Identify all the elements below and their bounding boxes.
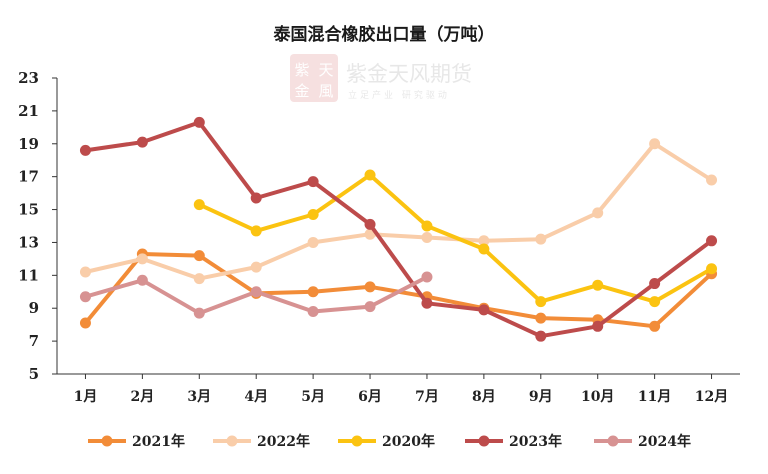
legend-swatch-marker — [351, 435, 363, 447]
data-point — [649, 278, 661, 290]
data-point — [136, 136, 148, 148]
data-point — [364, 218, 376, 230]
data-point — [592, 320, 604, 332]
y-tick-label: 13 — [18, 233, 39, 251]
series-2020年 — [193, 169, 718, 308]
legend-label: 2023年 — [509, 433, 562, 450]
legend-swatch-marker — [101, 435, 113, 447]
series-layer — [79, 116, 718, 342]
watermark-logo-char-3: 金 — [294, 82, 309, 100]
data-point — [535, 330, 547, 342]
data-point — [592, 207, 604, 219]
data-point — [421, 297, 433, 309]
series-line — [83, 120, 714, 339]
y-tick-label: 23 — [18, 69, 39, 87]
data-point — [649, 138, 661, 150]
data-point — [307, 306, 319, 318]
y-tick-label: 17 — [18, 168, 39, 186]
watermark-logo-char-2: 天 — [318, 61, 333, 79]
data-point — [250, 286, 262, 298]
data-point — [307, 176, 319, 188]
y-tick-label: 19 — [18, 135, 39, 153]
data-point — [535, 233, 547, 245]
data-point — [79, 266, 91, 278]
y-tick-label: 21 — [18, 102, 39, 120]
series-line — [83, 141, 714, 281]
data-point — [250, 261, 262, 273]
data-point — [364, 281, 376, 293]
watermark-logo-char-1: 紫 — [294, 61, 309, 79]
y-tick-label: 11 — [18, 266, 39, 284]
data-point — [706, 174, 718, 186]
data-point — [421, 220, 433, 232]
data-point — [478, 304, 490, 316]
data-point — [478, 235, 490, 247]
watermark-logo-box — [290, 54, 338, 102]
series-2024年 — [79, 271, 433, 319]
x-tick-label: 7月 — [415, 389, 439, 405]
legend-label: 2021年 — [132, 433, 185, 450]
legend-label: 2020年 — [382, 433, 435, 450]
data-point — [421, 232, 433, 244]
x-tick-label: 2月 — [131, 389, 155, 405]
data-point — [706, 263, 718, 275]
y-tick-label: 7 — [29, 332, 39, 350]
data-point — [649, 320, 661, 332]
data-point — [79, 291, 91, 303]
data-point — [193, 307, 205, 319]
legend-swatch-marker — [226, 435, 238, 447]
data-point — [193, 199, 205, 211]
x-tick-label: 1月 — [74, 389, 98, 405]
data-point — [136, 253, 148, 265]
series-line — [197, 173, 714, 304]
x-tick-label: 6月 — [358, 389, 382, 405]
x-tick-label: 3月 — [187, 389, 211, 405]
x-tick-label: 10月 — [581, 389, 614, 405]
legend-swatch-marker — [607, 435, 619, 447]
data-point — [535, 312, 547, 324]
series-2023年 — [79, 116, 718, 342]
x-tick-label: 5月 — [301, 389, 325, 405]
data-point — [592, 279, 604, 291]
x-tick-label: 4月 — [244, 389, 268, 405]
data-point — [193, 116, 205, 128]
y-tick-label: 15 — [18, 201, 39, 219]
data-point — [421, 271, 433, 283]
x-tick-label: 8月 — [472, 389, 496, 405]
data-point — [307, 208, 319, 220]
data-point — [193, 250, 205, 262]
y-tick-label: 5 — [29, 365, 39, 383]
data-point — [706, 235, 718, 247]
x-tick-label: 11月 — [638, 389, 671, 405]
y-tick-label: 9 — [29, 299, 39, 317]
watermark-brand: 紫金天风期货 — [346, 62, 472, 86]
legend: 2021年 2022年 2020年 2023年 2024年 — [88, 433, 691, 450]
legend-swatch-marker — [478, 435, 490, 447]
series-2022年 — [79, 138, 718, 285]
data-point — [364, 301, 376, 313]
data-point — [193, 273, 205, 285]
data-point — [364, 169, 376, 181]
x-tick-label: 12月 — [695, 389, 728, 405]
x-tick-label: 9月 — [529, 389, 553, 405]
chart-title: 泰国混合橡胶出口量（万吨） — [273, 25, 495, 45]
axes: 5 7 9 11 13 15 17 19 21 23 1月 2月 3月 4月 5月 6月 7月 8月 9月 10月 11… — [18, 69, 740, 405]
watermark-slogan: 立足产业 研究驱动 — [348, 89, 450, 101]
legend-label: 2022年 — [257, 433, 310, 450]
watermark: 紫 天 金 風 紫金天风期货 立足产业 研究驱动 — [290, 54, 472, 102]
data-point — [478, 243, 490, 255]
data-point — [307, 286, 319, 298]
data-point — [649, 296, 661, 308]
data-point — [250, 192, 262, 204]
data-point — [79, 317, 91, 329]
data-point — [79, 144, 91, 156]
data-point — [136, 274, 148, 286]
legend-label: 2024年 — [638, 433, 691, 450]
watermark-logo-char-4: 風 — [318, 82, 333, 100]
data-point — [250, 225, 262, 237]
data-point — [535, 296, 547, 308]
data-point — [307, 236, 319, 248]
